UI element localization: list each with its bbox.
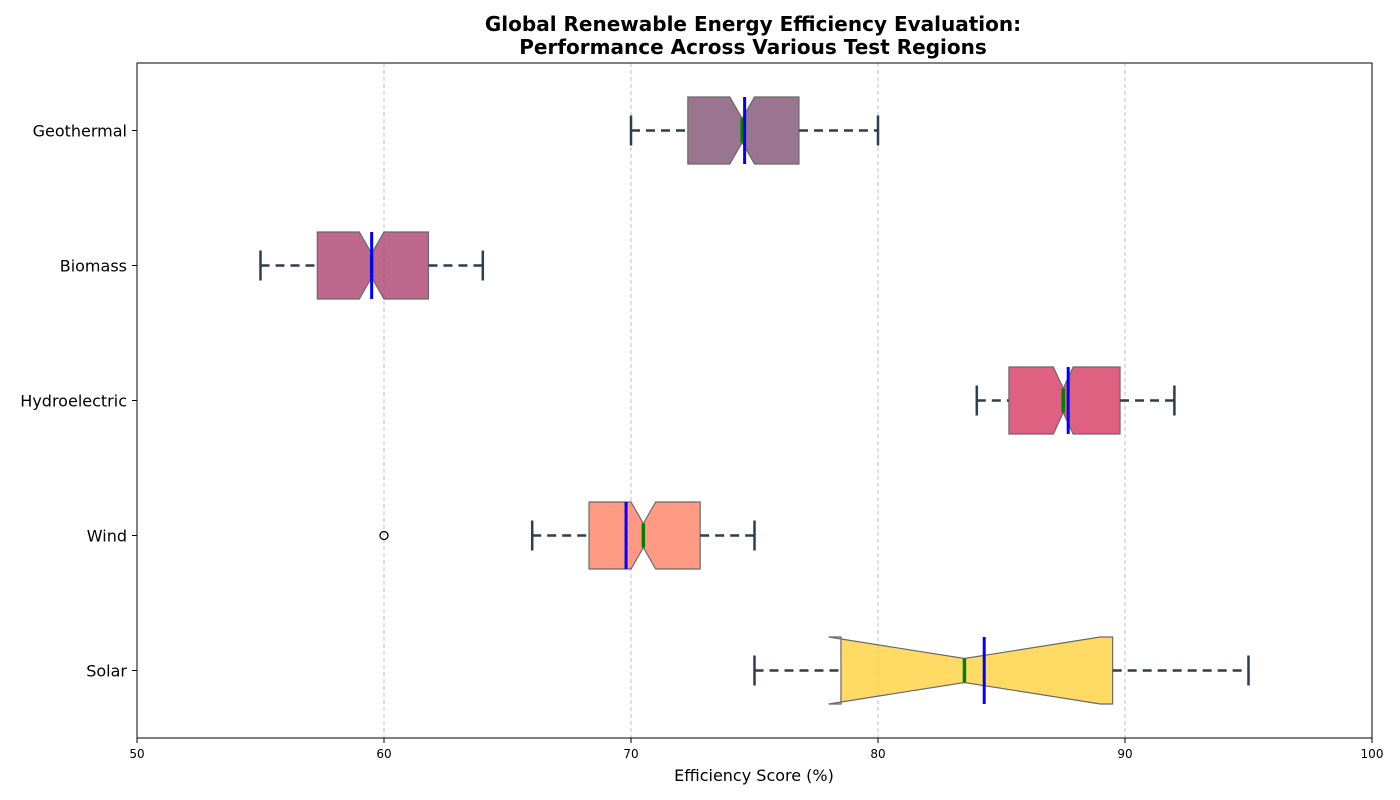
y-axis-categories: Geothermal Biomass Hydroelectric Wind Solar	[20, 122, 137, 681]
x-axis-ticks: 50 60 70 80 90 100	[129, 738, 1383, 761]
x-tick-label-70: 70	[623, 747, 638, 761]
box-hydroelectric	[975, 366, 1176, 435]
chart-title-line-2: Performance Across Various Test Regions	[519, 35, 987, 59]
category-label-wind: Wind	[87, 527, 127, 546]
boxes	[259, 96, 1250, 705]
category-label-solar: Solar	[86, 662, 127, 681]
box-wind	[379, 501, 756, 570]
outlier-wind-0	[379, 530, 389, 541]
x-tick-label-90: 90	[1117, 747, 1132, 761]
box-solar	[753, 636, 1250, 705]
box-biomass	[259, 231, 485, 300]
category-label-biomass: Biomass	[60, 257, 127, 276]
box-body-solar	[828, 636, 1114, 705]
x-tick-label-60: 60	[376, 747, 391, 761]
box-geothermal	[629, 96, 880, 165]
x-tick-label-80: 80	[870, 747, 885, 761]
x-tick-label-50: 50	[129, 747, 144, 761]
category-label-geothermal: Geothermal	[33, 122, 127, 141]
x-tick-label-100: 100	[1361, 747, 1384, 761]
chart-title-line-1: Global Renewable Energy Efficiency Evalu…	[485, 12, 1021, 36]
x-axis-label: Efficiency Score (%)	[674, 766, 834, 785]
category-label-hydroelectric: Hydroelectric	[20, 392, 127, 411]
